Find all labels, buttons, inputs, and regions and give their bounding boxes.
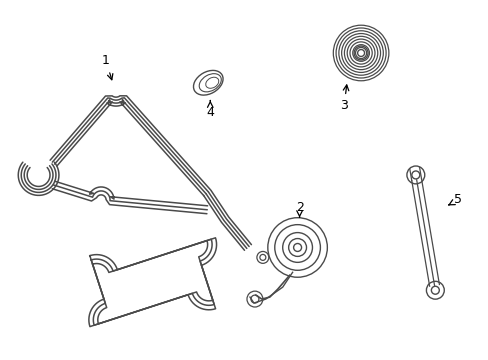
Text: 1: 1 <box>102 54 113 80</box>
Text: 5: 5 <box>448 193 461 206</box>
Text: 3: 3 <box>340 85 348 112</box>
Text: 2: 2 <box>295 201 303 217</box>
Text: 4: 4 <box>206 100 214 119</box>
